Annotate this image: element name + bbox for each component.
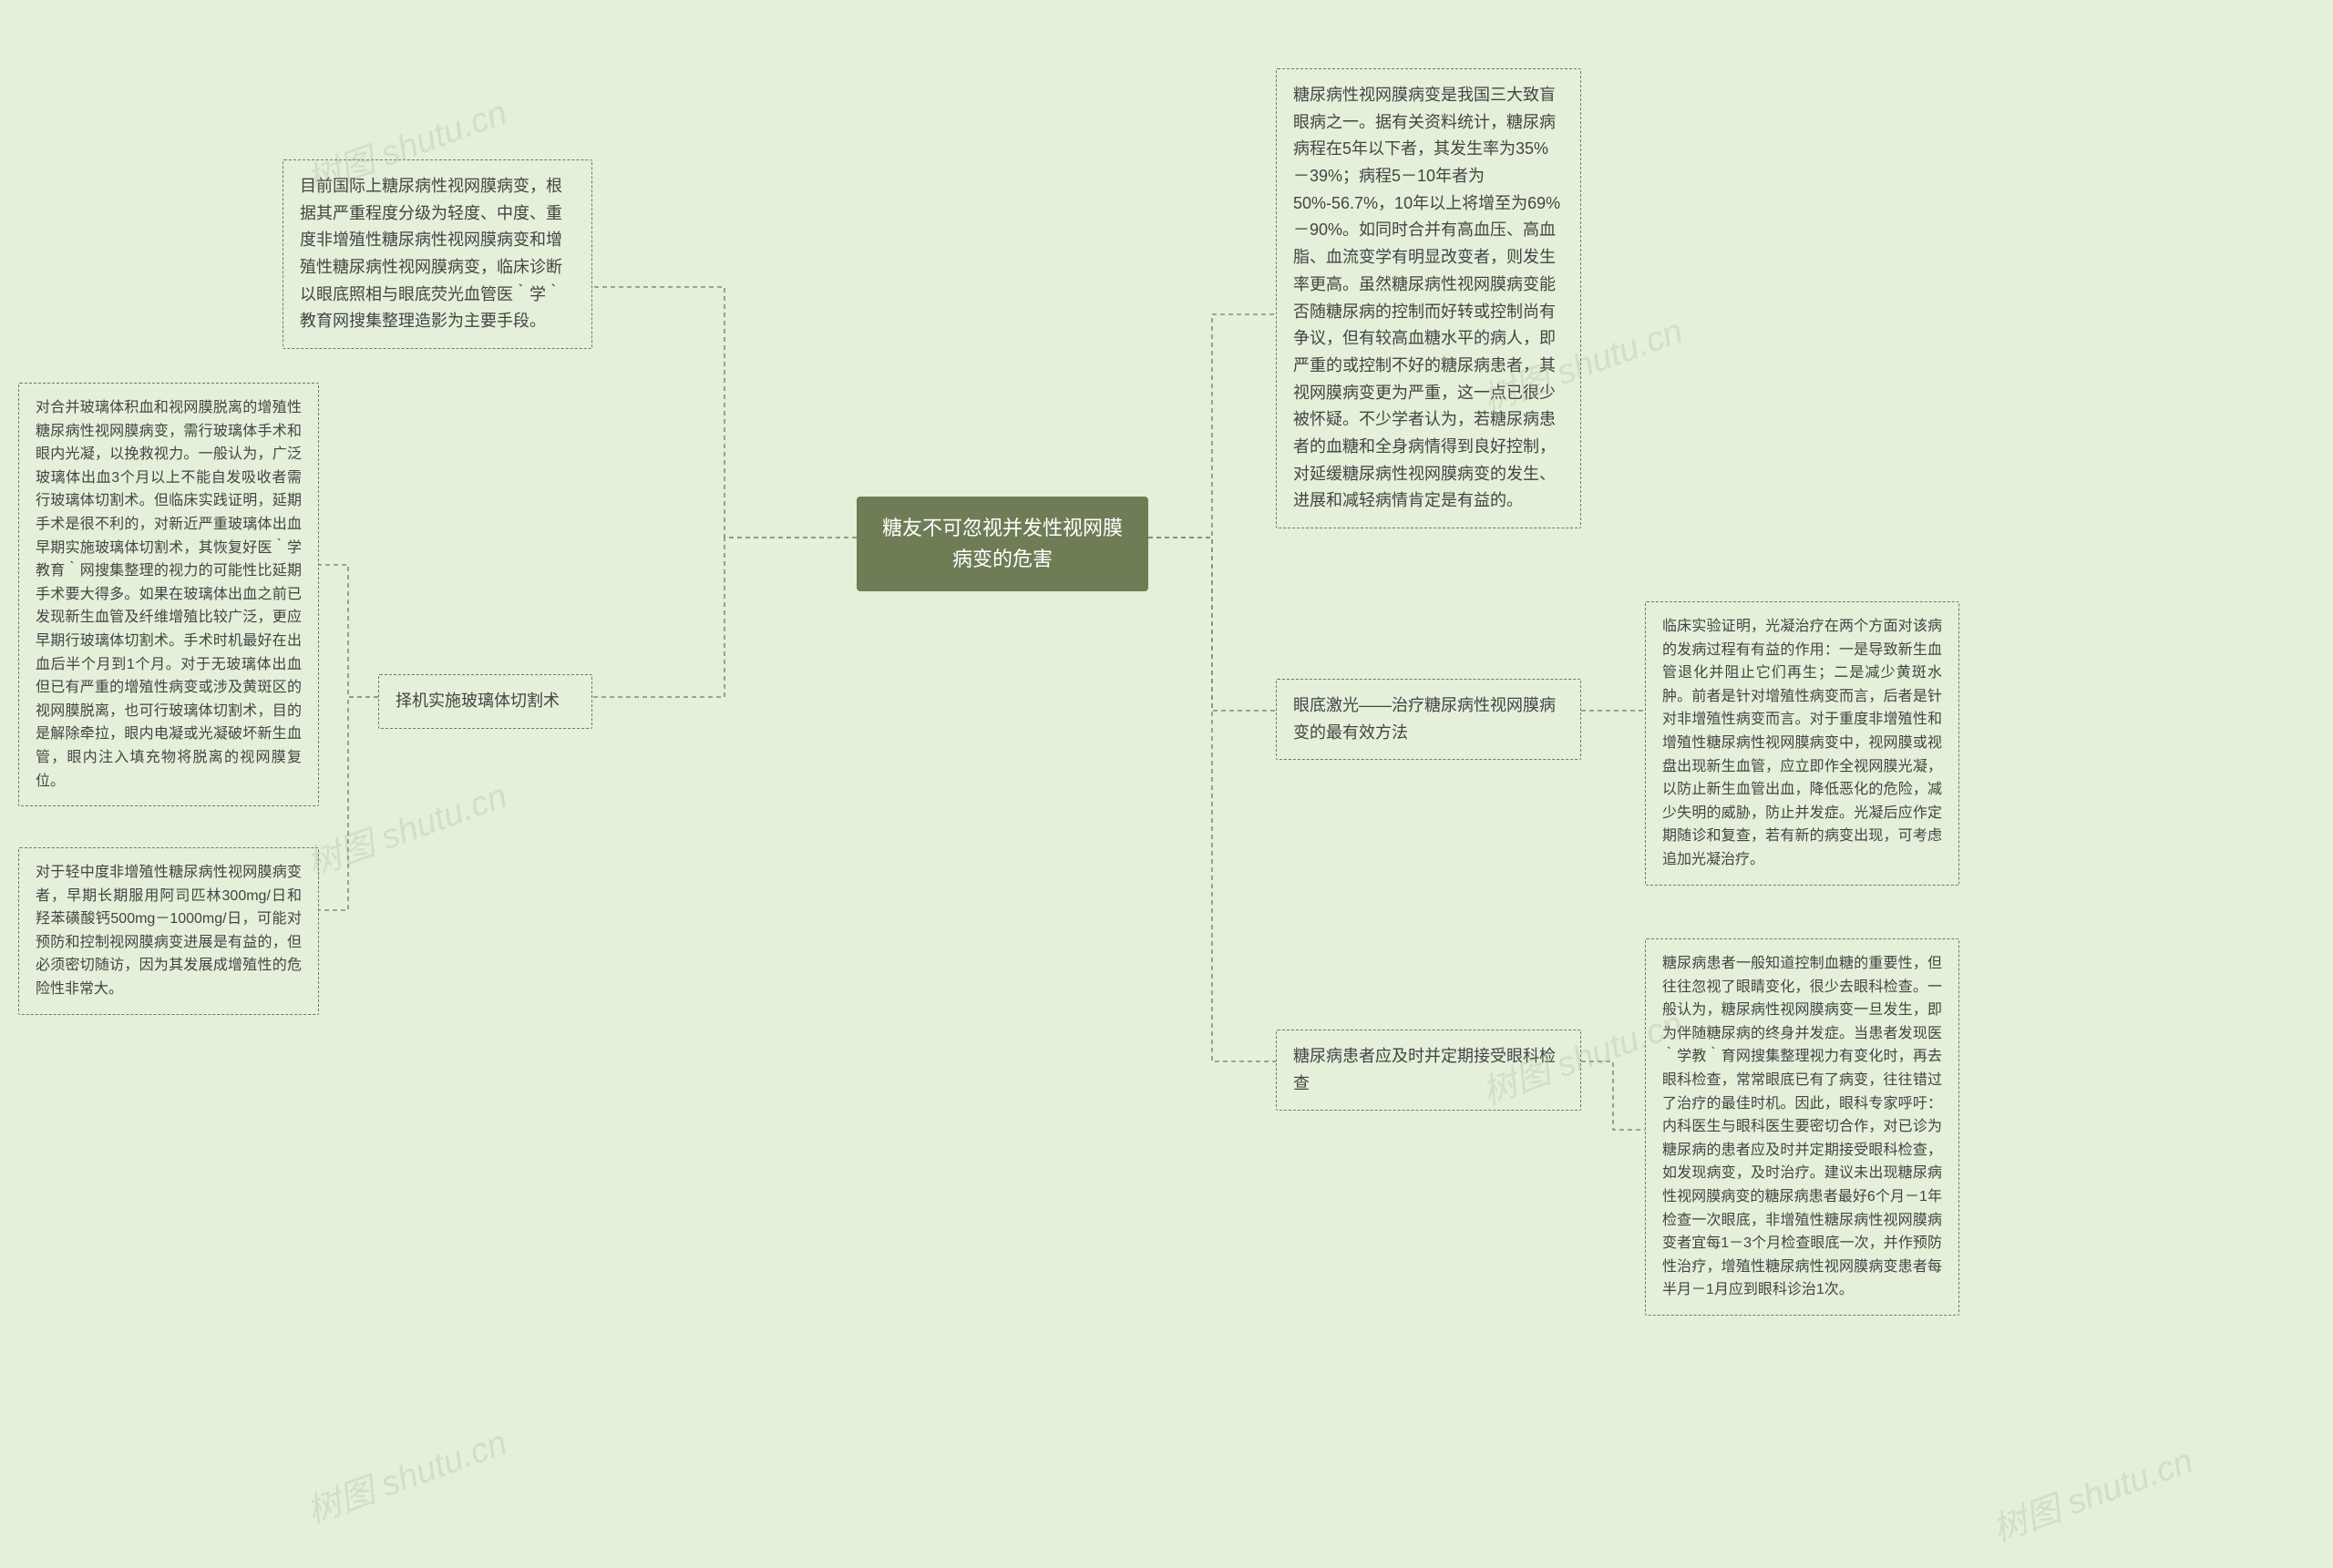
right-leaf-1[interactable]: 临床实验证明，光凝治疗在两个方面对该病的发病过程有有益的作用：一是导致新生血管退… xyxy=(1645,601,1959,886)
right-branch-2-text: 眼底激光——治疗糖尿病性视网膜病变的最有效方法 xyxy=(1293,696,1556,742)
right-leaf-2-text: 糖尿病患者一般知道控制血糖的重要性，但往往忽视了眼睛变化，很少去眼科检查。一般认… xyxy=(1662,956,1942,1297)
right-branch-1[interactable]: 糖尿病性视网膜病变是我国三大致盲眼病之一。据有关资料统计，糖尿病病程在5年以下者… xyxy=(1276,68,1581,528)
center-topic[interactable]: 糖友不可忽视并发性视网膜病变的危害 xyxy=(857,497,1148,591)
right-branch-3-text: 糖尿病患者应及时并定期接受眼科检查 xyxy=(1293,1047,1556,1092)
right-leaf-2[interactable]: 糖尿病患者一般知道控制血糖的重要性，但往往忽视了眼睛变化，很少去眼科检查。一般认… xyxy=(1645,938,1959,1316)
left-leaf-1[interactable]: 对合并玻璃体积血和视网膜脱离的增殖性糖尿病性视网膜病变，需行玻璃体手术和眼内光凝… xyxy=(18,383,319,806)
right-branch-2[interactable]: 眼底激光——治疗糖尿病性视网膜病变的最有效方法 xyxy=(1276,679,1581,760)
right-branch-3[interactable]: 糖尿病患者应及时并定期接受眼科检查 xyxy=(1276,1030,1581,1111)
left-leaf-2[interactable]: 对于轻中度非增殖性糖尿病性视网膜病变者，早期长期服用阿司匹林300mg/日和羟苯… xyxy=(18,847,319,1015)
left-branch-2-text: 择机实施玻璃体切割术 xyxy=(396,692,560,710)
left-branch-1[interactable]: 目前国际上糖尿病性视网膜病变，根据其严重程度分级为轻度、中度、重度非增殖性糖尿病… xyxy=(283,159,592,349)
left-branch-2[interactable]: 择机实施玻璃体切割术 xyxy=(378,674,592,729)
left-leaf-2-text: 对于轻中度非增殖性糖尿病性视网膜病变者，早期长期服用阿司匹林300mg/日和羟苯… xyxy=(36,865,302,997)
watermark: 树图 shutu.cn xyxy=(1985,1432,2199,1551)
right-branch-1-text: 糖尿病性视网膜病变是我国三大致盲眼病之一。据有关资料统计，糖尿病病程在5年以下者… xyxy=(1293,86,1560,509)
right-leaf-1-text: 临床实验证明，光凝治疗在两个方面对该病的发病过程有有益的作用：一是导致新生血管退… xyxy=(1662,619,1942,867)
watermark: 树图 shutu.cn xyxy=(299,1414,513,1532)
left-branch-1-text: 目前国际上糖尿病性视网膜病变，根据其严重程度分级为轻度、中度、重度非增殖性糖尿病… xyxy=(300,177,562,330)
center-topic-text: 糖友不可忽视并发性视网膜病变的危害 xyxy=(882,517,1123,570)
watermark: 树图 shutu.cn xyxy=(299,767,513,886)
left-leaf-1-text: 对合并玻璃体积血和视网膜脱离的增殖性糖尿病性视网膜病变，需行玻璃体手术和眼内光凝… xyxy=(36,400,302,789)
